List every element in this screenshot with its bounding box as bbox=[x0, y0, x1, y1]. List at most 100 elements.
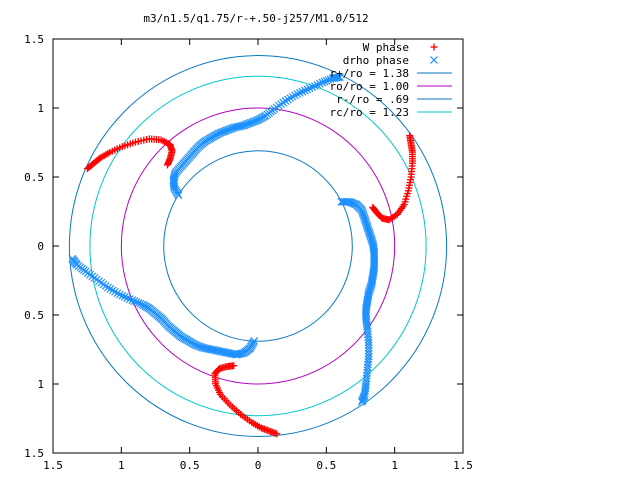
drho-phase-point bbox=[363, 222, 372, 231]
drho-phase-point bbox=[364, 338, 373, 347]
drho-phase-point bbox=[363, 366, 372, 375]
drho-phase-point bbox=[335, 73, 344, 82]
drho-phase-point bbox=[199, 343, 207, 352]
drho-phase-point bbox=[362, 374, 371, 383]
drho-phase-point bbox=[169, 176, 178, 185]
drho-phase-point bbox=[134, 298, 143, 307]
drho-phase-point bbox=[237, 349, 246, 358]
drho-phase-point bbox=[195, 342, 204, 351]
drho-phase-point bbox=[125, 295, 134, 303]
drho-phase-point bbox=[363, 360, 372, 369]
drho-phase-point bbox=[363, 224, 372, 233]
drho-phase-point bbox=[363, 363, 372, 372]
x-tick-label: 0.5 bbox=[316, 459, 336, 472]
drho-phase-point bbox=[170, 172, 179, 181]
drho-phase-point bbox=[197, 343, 206, 352]
drho-phase-point bbox=[364, 226, 373, 234]
y-tick-label: 1.5 bbox=[24, 447, 44, 460]
drho-phase-point bbox=[334, 73, 343, 82]
drho-phase-point bbox=[313, 80, 322, 89]
drho-phase-point bbox=[120, 292, 129, 301]
drho-phase-point bbox=[281, 96, 290, 105]
drho-phase-point bbox=[283, 95, 292, 104]
drho-phase-point bbox=[364, 349, 373, 358]
drho-phase-point bbox=[364, 357, 373, 366]
drho-phase-point bbox=[238, 349, 247, 358]
drho-phase-point bbox=[364, 355, 373, 364]
drho-phase-point bbox=[240, 348, 249, 357]
drho-phase-point bbox=[365, 227, 373, 236]
drho-phase-point bbox=[298, 87, 307, 96]
radius-circles bbox=[68, 55, 448, 437]
drho-phase-point bbox=[108, 286, 117, 295]
data-markers bbox=[68, 73, 416, 438]
y-tick-label: 1 bbox=[37, 102, 44, 115]
legend-label: r+/ro = 1.38 bbox=[330, 67, 409, 80]
drho-phase-point bbox=[202, 344, 211, 353]
drho-phase-point bbox=[291, 91, 299, 100]
drho-phase-point bbox=[357, 398, 366, 406]
drho-phase-point bbox=[359, 211, 368, 220]
y-tick-label: 1 bbox=[37, 378, 44, 391]
drho-phase-point bbox=[286, 94, 295, 103]
drho-phase-point bbox=[115, 290, 124, 299]
y-tick-label: 0 bbox=[37, 240, 44, 253]
drho-phase-point bbox=[138, 300, 147, 309]
x-tick-label: 1 bbox=[118, 459, 125, 472]
x-tick-label: 1 bbox=[391, 459, 398, 472]
drho-phase-point bbox=[300, 86, 309, 95]
drho-phase-point bbox=[113, 289, 122, 298]
drho-phase-point bbox=[365, 229, 374, 238]
drho-phase-point bbox=[318, 78, 327, 87]
drho-phase-point bbox=[136, 299, 145, 308]
drho-phase-point bbox=[170, 173, 179, 182]
drho-phase-point bbox=[303, 85, 312, 94]
drho-phase-point bbox=[362, 219, 371, 228]
legend-label: r-/ro = .69 bbox=[336, 93, 409, 106]
drho-phase-point bbox=[118, 291, 127, 300]
drho-phase-point bbox=[357, 206, 366, 215]
drho-phase-point bbox=[322, 76, 331, 85]
legend-label: drho phase bbox=[343, 54, 409, 67]
radius-circle bbox=[89, 75, 427, 417]
drho-phase-point bbox=[192, 341, 201, 350]
drho-phase-point bbox=[106, 285, 115, 293]
drho-phase-point bbox=[332, 73, 341, 82]
drho-phase-point bbox=[364, 341, 373, 350]
x-tick-label: 1.5 bbox=[453, 459, 473, 472]
drho-phase-point bbox=[169, 181, 178, 189]
drho-phase-point bbox=[320, 77, 329, 86]
drho-phase-point bbox=[361, 216, 370, 224]
drho-phase-point bbox=[111, 287, 119, 296]
drho-phase-point bbox=[366, 232, 375, 241]
drho-phase-point bbox=[364, 346, 373, 355]
drho-phase-point bbox=[363, 369, 371, 377]
drho-phase-point bbox=[132, 298, 141, 306]
y-tick-label: 0.5 bbox=[24, 171, 44, 184]
legend-label: rc/ro = 1.23 bbox=[330, 106, 409, 119]
drho-phase-point bbox=[308, 83, 317, 92]
drho-phase-point bbox=[367, 236, 376, 244]
drho-phase-point bbox=[364, 352, 373, 361]
drho-phase-point bbox=[367, 234, 376, 243]
drho-phase-point bbox=[366, 231, 374, 239]
drho-phase-point bbox=[123, 294, 132, 302]
drho-phase-point bbox=[169, 175, 178, 184]
y-tick-label: 0.5 bbox=[24, 309, 44, 322]
drho-phase-point bbox=[364, 344, 373, 353]
drho-phase-point bbox=[430, 56, 438, 64]
x-tick-label: 0 bbox=[255, 459, 262, 472]
drho-phase-point bbox=[315, 79, 324, 88]
drho-phase-point bbox=[360, 212, 368, 221]
drho-phase-point bbox=[362, 371, 371, 380]
drho-phase-point bbox=[295, 88, 304, 97]
x-tick-label: 0.5 bbox=[180, 459, 200, 472]
drho-phase-point bbox=[200, 344, 209, 353]
radius-circle bbox=[163, 150, 353, 342]
radius-circle bbox=[120, 107, 396, 385]
drho-phase-point bbox=[128, 296, 137, 305]
drho-phase-point bbox=[362, 221, 371, 229]
drho-phase-point bbox=[130, 297, 139, 305]
